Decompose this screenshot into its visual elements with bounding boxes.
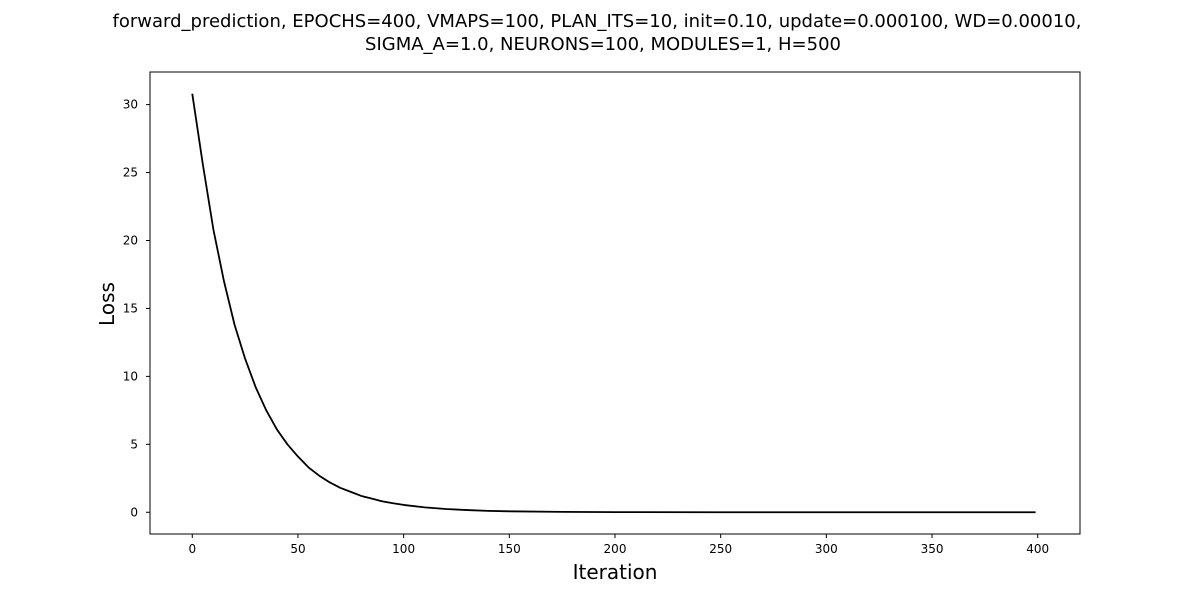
x-tick-label: 200 (604, 542, 627, 556)
y-tick-label: 15 (123, 301, 138, 315)
y-tick-label: 0 (130, 505, 138, 519)
axes-frame (149, 71, 1081, 535)
x-tick-label: 0 (188, 542, 196, 556)
y-tick-label: 25 (123, 166, 138, 180)
plot-area: 0 50 100 150 200 250 300 350 400 0 5 10 15 20 25 30 (123, 93, 1049, 556)
x-tick-label: 300 (815, 542, 838, 556)
y-tick-label: 5 (130, 437, 138, 451)
y-tick-label: 30 (123, 98, 138, 112)
x-tick-label: 100 (392, 542, 415, 556)
chart-title-line-1: forward_prediction, EPOCHS=400, VMAPS=10… (113, 11, 1082, 32)
loss-series-line (191, 93, 1036, 514)
y-tick-label: 10 (123, 369, 138, 383)
x-tick-label: 400 (1026, 542, 1049, 556)
x-tick-label: 250 (709, 542, 732, 556)
x-axis-label: Iteration (573, 560, 658, 584)
chart-title-line-2: SIGMA_A=1.0, NEURONS=100, MODULES=1, H=5… (365, 34, 841, 55)
y-tick-label: 20 (123, 233, 138, 247)
x-tick-label: 350 (921, 542, 944, 556)
y-axis-label: Loss (95, 282, 119, 326)
x-tick-label: 50 (290, 542, 305, 556)
x-tick-label: 150 (498, 542, 521, 556)
